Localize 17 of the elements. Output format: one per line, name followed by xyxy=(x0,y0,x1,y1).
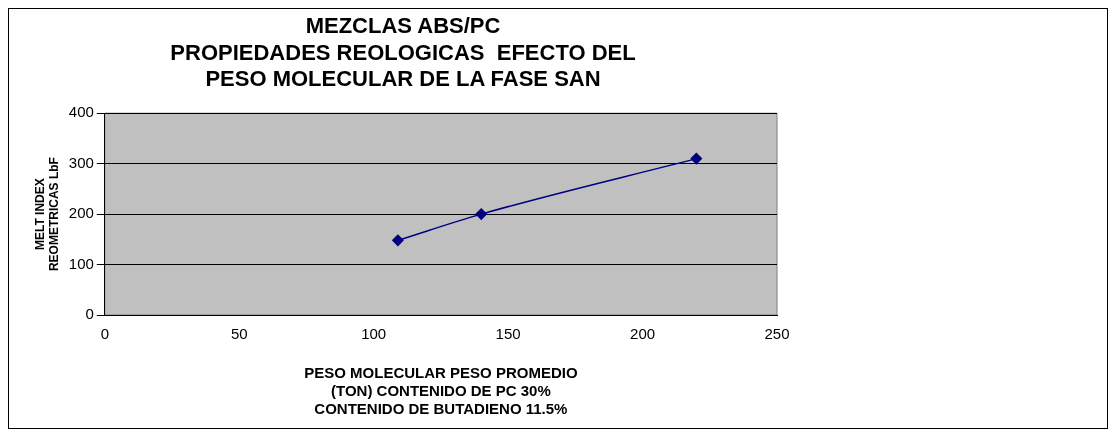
x-tick-label: 50 xyxy=(230,325,248,343)
point xyxy=(475,208,487,220)
x-axis-title: PESO MOLECULAR PESO PROMEDIO (TON) CONTENIDO DE PC 30% CONTENIDO DE BUTADIENO 11.5% xyxy=(304,364,578,418)
point xyxy=(392,234,404,247)
y-axis-title: MELT INDEX REOMETRICAS LbF xyxy=(32,157,61,272)
y-tick-label: 0 xyxy=(85,305,94,323)
chart-title: MEZCLAS ABS/PC PROPIEDADES REOLOGICAS EFECTO DEL PESO MOLECULAR DE LA FASE SAN xyxy=(170,13,636,92)
y-tick-label: 100 xyxy=(68,254,94,272)
point xyxy=(690,152,703,165)
y-tick-label: 200 xyxy=(68,204,94,222)
x-tick-label: 150 xyxy=(495,325,521,343)
x-tick-label: 0 xyxy=(100,325,109,343)
x-tick-label: 100 xyxy=(361,325,387,343)
x-tick-label: 250 xyxy=(764,325,790,343)
y-tick-label: 300 xyxy=(68,153,94,171)
x-tick-label: 200 xyxy=(630,325,656,343)
y-tick-label: 400 xyxy=(68,103,94,121)
